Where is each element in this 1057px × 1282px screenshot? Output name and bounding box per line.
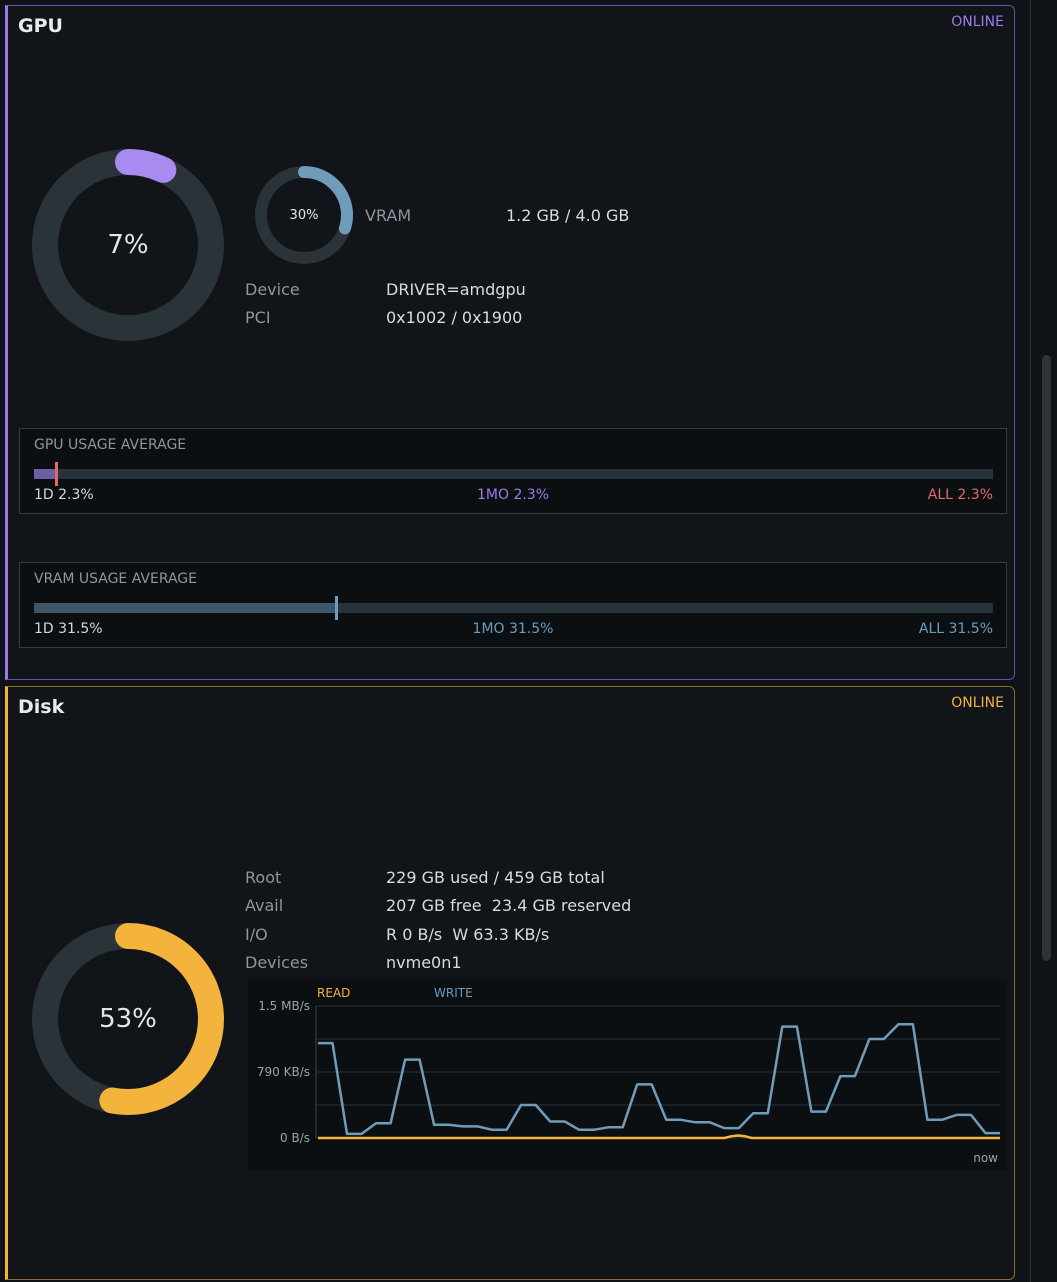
- gpu-avg-1d: 1D 2.3%: [34, 487, 94, 503]
- vram-usage-ring: [255, 166, 353, 264]
- disk-io-chart: READ WRITE 1.5 MB/s 790 KB/s 0 B/s now: [248, 980, 1007, 1170]
- scrollbar-divider: [1030, 0, 1031, 1282]
- pci-value: 0x1002 / 0x1900: [386, 308, 523, 327]
- series-line-read: [318, 1134, 1000, 1140]
- gpu-title: GPU: [18, 15, 63, 37]
- gpu-avg-1mo: 1MO 2.3%: [476, 487, 550, 503]
- gpu-usage-average-box: GPU USAGE AVERAGE 1D 2.3% 1MO 2.3% ALL 2…: [19, 428, 1007, 514]
- disk-panel: Disk ONLINE 53% Root 229 GB used / 459 G…: [5, 686, 1015, 1280]
- disk-title: Disk: [18, 696, 65, 718]
- y-tick-bottom: 0 B/s: [280, 1131, 310, 1145]
- pci-key: PCI: [245, 308, 271, 327]
- devices-key: Devices: [245, 953, 309, 972]
- vram-usage-average-fill: [34, 603, 337, 613]
- gpu-status-badge: ONLINE: [951, 14, 1004, 30]
- avail-key: Avail: [245, 896, 284, 915]
- y-tick-top: 1.5 MB/s: [258, 999, 310, 1013]
- vram-avg-1d: 1D 31.5%: [34, 621, 103, 637]
- x-tick-now: now: [973, 1151, 998, 1165]
- vram-usage-percent: 30%: [289, 207, 319, 223]
- scrollbar-thumb[interactable]: [1042, 355, 1051, 961]
- disk-usage-percent: 53%: [99, 1004, 157, 1034]
- io-key: I/O: [245, 925, 268, 944]
- series-line-write: [318, 1022, 1000, 1136]
- io-value: R 0 B/s W 63.3 KB/s: [386, 925, 550, 944]
- disk-io-chart-svg: READ WRITE 1.5 MB/s 790 KB/s 0 B/s now: [257, 986, 1000, 1165]
- vram-value: 1.2 GB / 4.0 GB: [506, 206, 630, 225]
- root-value: 229 GB used / 459 GB total: [386, 868, 605, 887]
- gpu-avg-all: ALL 2.3%: [927, 487, 993, 503]
- gpu-usage-average-fill: [34, 469, 57, 479]
- vram-usage-average-box: VRAM USAGE AVERAGE 1D 31.5% 1MO 31.5% AL…: [19, 562, 1007, 648]
- disk-status-badge: ONLINE: [951, 695, 1004, 711]
- vram-key: VRAM: [365, 206, 412, 225]
- gpu-panel: GPU ONLINE 7% 30% VRAM 1.2 GB / 4.0 GB D…: [5, 5, 1015, 680]
- vram-avg-all: ALL 31.5%: [918, 621, 993, 637]
- disk-usage-ring: [32, 923, 224, 1115]
- device-key: Device: [245, 280, 300, 299]
- y-tick-mid: 790 KB/s: [257, 1065, 310, 1079]
- device-value: DRIVER=amdgpu: [386, 280, 526, 299]
- vram-avg-1mo: 1MO 31.5%: [472, 621, 554, 637]
- gpu-usage-average-marker: [55, 462, 59, 486]
- gpu-usage-ring: [32, 149, 224, 341]
- root-key: Root: [245, 868, 282, 887]
- vram-usage-average-title: VRAM USAGE AVERAGE: [34, 571, 198, 587]
- vram-usage-average-marker: [335, 596, 339, 620]
- avail-value: 207 GB free 23.4 GB reserved: [386, 896, 632, 915]
- legend-write: WRITE: [434, 986, 473, 1000]
- devices-value: nvme0n1: [386, 953, 462, 972]
- gpu-usage-percent: 7%: [107, 230, 149, 260]
- vram-usage-average-bar: [34, 596, 993, 620]
- legend-read: READ: [317, 986, 350, 1000]
- gpu-usage-average-bar: [34, 462, 993, 486]
- gpu-usage-average-title: GPU USAGE AVERAGE: [34, 437, 187, 453]
